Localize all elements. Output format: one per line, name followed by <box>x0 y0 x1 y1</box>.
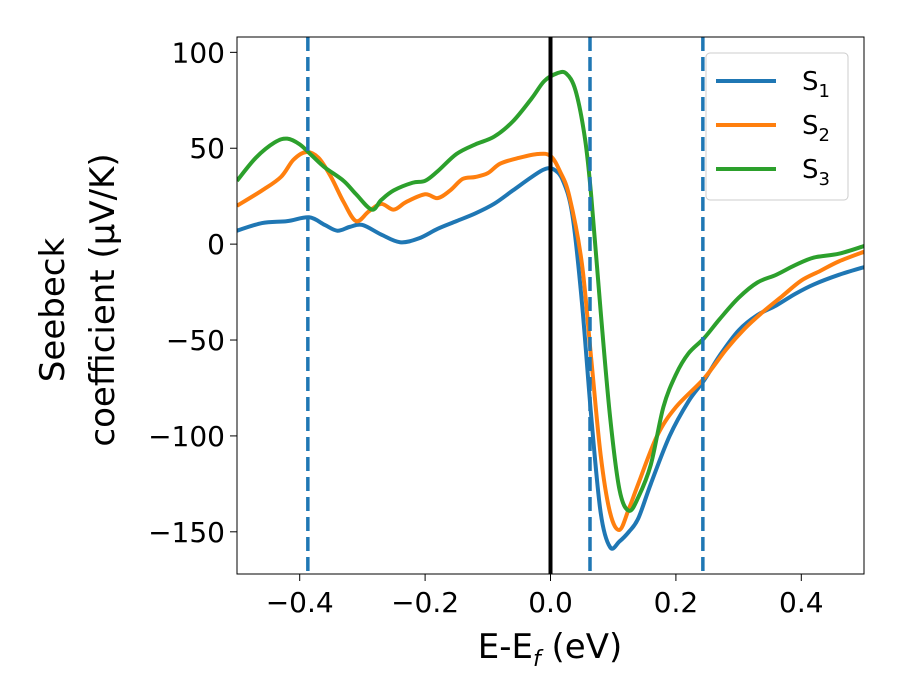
legend-label-s3: S3 <box>802 155 830 190</box>
y-axis-ticks: 100 50 0 −50 −100 −150 <box>148 36 237 549</box>
y-tick-label: −150 <box>148 516 225 549</box>
y-tick-label: 0 <box>207 228 225 261</box>
legend-label-s2: S2 <box>802 111 830 146</box>
y-tick-label: −100 <box>148 420 225 453</box>
x-axis-label: E-Ef (eV) <box>478 627 623 672</box>
y-tick-label: −50 <box>166 324 225 357</box>
series-line-s2 <box>237 150 864 532</box>
y-axis-label-line2: coefficient (μV/K) <box>83 153 123 446</box>
series-line-s3 <box>237 69 864 513</box>
x-axis-ticks: −0.4 −0.2 0.0 0.2 0.4 <box>266 574 824 619</box>
x-tick-label: 0.0 <box>528 586 573 619</box>
legend: S1 S2 S3 <box>705 52 849 201</box>
x-tick-label: −0.4 <box>266 586 334 619</box>
x-tick-label: −0.2 <box>391 586 459 619</box>
reference-lines <box>306 37 705 574</box>
y-tick-label: 100 <box>172 36 225 69</box>
x-tick-label: 0.2 <box>654 586 699 619</box>
y-axis-label-line1: Seebeck <box>33 238 73 383</box>
legend-frame <box>705 52 849 201</box>
y-tick-label: 50 <box>189 132 225 165</box>
series-layer <box>237 69 864 551</box>
x-tick-label: 0.4 <box>779 586 824 619</box>
legend-label-s1: S1 <box>802 67 830 102</box>
